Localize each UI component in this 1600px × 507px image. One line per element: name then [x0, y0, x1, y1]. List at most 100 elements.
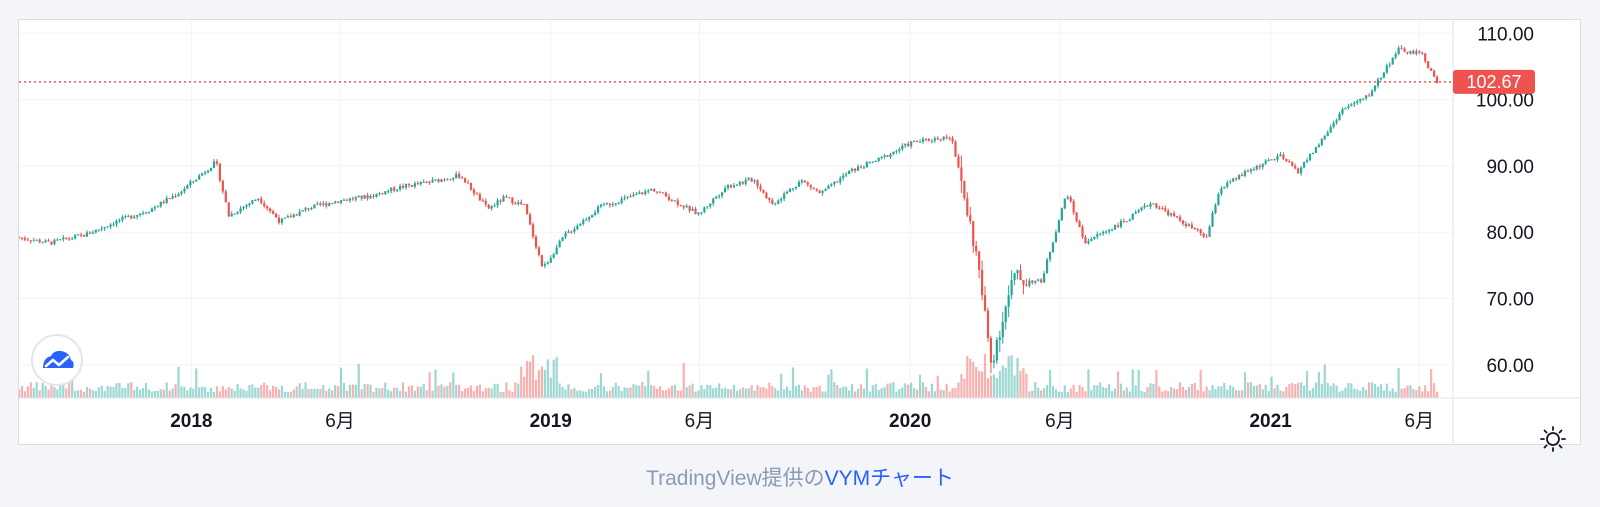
volume-bar: [1031, 390, 1034, 398]
candle-body: [862, 167, 866, 169]
candle-body: [1424, 53, 1427, 62]
volume-bar: [647, 370, 650, 398]
candle-body: [972, 221, 975, 246]
candle-body: [744, 179, 747, 184]
candle-body: [455, 173, 458, 179]
candle-body: [957, 156, 960, 168]
candle-body: [1001, 322, 1004, 338]
volume-bar: [1332, 383, 1335, 398]
candle-body: [830, 184, 833, 186]
caption-provider-text: TradingView提供の: [646, 467, 825, 490]
volume-bar: [871, 385, 874, 398]
volume-bar: [806, 387, 809, 398]
volume-bar: [960, 374, 963, 398]
volume-bar: [1421, 391, 1424, 398]
candle-body: [94, 229, 97, 233]
volume-bar: [1093, 384, 1096, 398]
candle-body: [1252, 169, 1255, 171]
candle-body: [82, 234, 86, 237]
volume-bar: [833, 382, 836, 398]
candle-body: [198, 175, 201, 180]
volume-bar: [342, 382, 346, 398]
volume-bar: [576, 390, 579, 398]
candle-body: [74, 235, 77, 239]
candle-body: [334, 201, 337, 204]
candle-body: [534, 236, 538, 248]
volume-bar: [481, 391, 484, 398]
candle-body: [907, 143, 910, 147]
candle-body: [147, 211, 151, 213]
volume-bar: [1382, 390, 1385, 398]
volume-bar: [596, 384, 600, 398]
candle-body: [431, 179, 434, 183]
candle-body: [936, 138, 939, 140]
price-axis[interactable]: 110.00 100.00 90.00 80.00 70.00 60.00: [1476, 24, 1534, 377]
candle-body: [549, 257, 552, 263]
candle-body: [1347, 106, 1350, 109]
candle-body: [585, 219, 588, 221]
volume-bar: [821, 391, 824, 398]
volume-bar: [756, 384, 759, 398]
candle-body: [638, 192, 641, 195]
volume-bar: [721, 388, 724, 398]
volume-bar: [511, 391, 514, 398]
candle-body: [573, 229, 576, 232]
candle-body: [1430, 68, 1433, 71]
candle-body: [915, 140, 919, 143]
candle-body: [995, 339, 998, 361]
candle-body: [245, 205, 248, 207]
tradingview-logo-button[interactable]: [31, 334, 83, 386]
volume-bar: [277, 389, 281, 398]
candle-body: [703, 207, 706, 213]
volume-bar: [1028, 391, 1031, 398]
candle-body: [774, 203, 777, 205]
candle-body: [130, 215, 133, 219]
candle-body: [1146, 205, 1149, 207]
volume-bar: [1155, 370, 1158, 398]
candle-body: [29, 240, 32, 242]
volume-bar: [76, 390, 80, 398]
candle-body: [1308, 153, 1312, 161]
candle-body: [874, 161, 877, 163]
candle-body: [171, 196, 174, 199]
volume-bar: [1270, 376, 1273, 398]
volume-bar: [546, 359, 549, 398]
volume-bar: [1255, 385, 1258, 398]
volume-bar: [372, 391, 375, 398]
candle-body: [393, 187, 396, 191]
caption-symbol-link[interactable]: VYMチャート: [824, 467, 954, 490]
candle-body: [357, 195, 360, 198]
volume-bar: [1149, 383, 1152, 398]
volume-bar: [880, 388, 883, 398]
volume-bar: [363, 384, 366, 398]
candle-body: [650, 189, 653, 191]
volume-bar: [744, 388, 747, 398]
volume-bar: [1397, 368, 1400, 398]
volume-bar: [198, 387, 201, 398]
candle-body: [1167, 210, 1170, 216]
x-tick-label: 6月: [685, 411, 715, 432]
candle-body: [653, 189, 656, 192]
candle-body: [1028, 280, 1031, 286]
volume-bar: [71, 374, 74, 398]
chart-settings-button[interactable]: [1539, 425, 1567, 453]
candle-body: [712, 198, 715, 204]
candle-body: [886, 155, 889, 158]
y-tick-label: 90.00: [1486, 157, 1534, 178]
grid-lines: [19, 20, 1453, 398]
candle-body: [307, 208, 310, 210]
volume-bar: [97, 387, 100, 398]
volume-bar: [437, 385, 440, 398]
y-tick-label: 100.00: [1476, 91, 1534, 112]
candle-body: [1155, 203, 1158, 208]
volume-bar: [20, 386, 24, 398]
volume-bar: [614, 382, 617, 398]
candle-body: [865, 162, 868, 168]
volume-bar: [1359, 390, 1362, 398]
candle-body: [1220, 188, 1223, 195]
volume-bar: [487, 387, 490, 398]
time-axis[interactable]: 2018 6月 2019 6月 2020 6月 2021 6月: [170, 411, 1434, 432]
candle-body: [679, 204, 682, 206]
volume-bar: [186, 390, 189, 398]
